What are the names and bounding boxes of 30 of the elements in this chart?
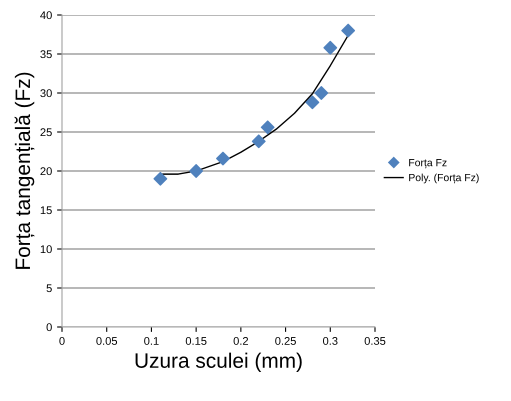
y-tick-label: 10: [40, 245, 52, 254]
point: [323, 40, 338, 55]
legend-label: Poly. (Forța Fz): [409, 174, 479, 184]
point: [260, 120, 275, 134]
y-tick-label: 20: [40, 167, 52, 176]
x-axis-title: Uzura sculei (mm): [136, 352, 302, 372]
y-tick-label: 0: [46, 323, 52, 332]
point: [305, 95, 320, 110]
x-tick-label: 0.1: [144, 337, 159, 345]
y-tick-label: 5: [46, 284, 52, 292]
point: [189, 164, 204, 178]
point: [153, 172, 168, 186]
legend-label: Forța Fz: [409, 159, 447, 168]
point: [216, 152, 230, 166]
point: [314, 86, 328, 100]
x-tick-label: 0.15: [186, 337, 206, 345]
point: [252, 134, 266, 148]
x-tick-label: 0.25: [275, 337, 296, 345]
x-tick-label: 0.2: [234, 337, 248, 345]
y-tick-label: 40: [40, 11, 52, 20]
y-axis-title: Forța tangențială (Fz): [14, 72, 34, 269]
y-tick-label: 15: [40, 206, 52, 214]
point: [341, 24, 356, 38]
y-tick-label: 35: [40, 50, 52, 58]
y-tick-label: 30: [40, 89, 52, 98]
x-tick-label: 0.05: [96, 337, 118, 345]
y-tick-label: 25: [40, 128, 52, 136]
x-tick-label: 0.3: [322, 337, 338, 345]
x-tick-label: 0: [59, 337, 65, 345]
x-tick-label: 0.35: [364, 337, 386, 345]
